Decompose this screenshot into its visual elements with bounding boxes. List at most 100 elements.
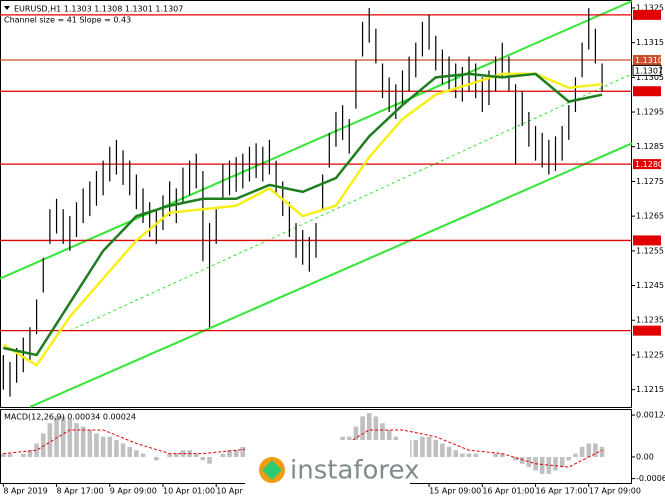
y-tick-label: 1.1245 <box>636 281 664 290</box>
level-label-box <box>633 325 661 336</box>
y-tick-label: 0.00124 <box>636 411 665 420</box>
x-tick-label: 8 Apr 17:00 <box>57 487 104 496</box>
macd-bar <box>519 456 525 464</box>
macd-bar <box>526 456 532 468</box>
macd-bar <box>466 453 472 457</box>
level-label: 1.1310 <box>635 56 663 65</box>
macd-bar <box>227 450 232 457</box>
macd-bar <box>80 426 86 457</box>
y-tick-label: 1.1215 <box>636 385 664 394</box>
symbol-arrow <box>4 6 10 10</box>
macd-bar <box>7 453 13 457</box>
x-tick-label: 16 Apr 01:00 <box>482 487 534 496</box>
macd-bar <box>440 443 445 457</box>
macd-bar <box>599 446 605 457</box>
macd-bar <box>140 453 146 457</box>
macd-bar <box>513 456 518 461</box>
macd-bar <box>200 456 206 461</box>
macd-bar <box>559 456 565 468</box>
macd-bar <box>473 453 478 457</box>
macd-bar <box>207 456 212 464</box>
macd-bar <box>233 450 239 457</box>
macd-bar <box>134 450 139 457</box>
level-label-box <box>633 86 661 97</box>
y-tick-label: 1.1275 <box>636 177 664 186</box>
x-tick-label: 15 Apr 09:00 <box>429 487 481 496</box>
main-frame <box>0 0 632 408</box>
level-label-box <box>633 54 661 65</box>
y-tick-label: 1.1235 <box>636 316 664 325</box>
y-tick-label: 1.1225 <box>636 350 664 359</box>
macd-bar <box>173 453 179 457</box>
logo-icon-inner <box>262 460 282 480</box>
macd-bar <box>154 456 159 461</box>
y-tick-label: 1.1285 <box>636 142 664 151</box>
macd-bar <box>193 453 199 457</box>
macd-bar <box>460 453 465 457</box>
macd-bar <box>373 416 379 457</box>
macd-bar <box>47 423 53 457</box>
x-tick-label: 10 Apr 17:00 <box>216 487 268 496</box>
y-tick-label: 1.1325 <box>636 3 664 12</box>
macd-bar <box>54 416 59 457</box>
y-tick-label: 0.00 <box>636 452 654 461</box>
macd-bar <box>34 443 39 457</box>
macd-bar <box>87 429 93 457</box>
y-tick-label: 1.1295 <box>636 108 664 117</box>
macd-title: MACD(12,26,9) 0.00034 0.00024 <box>4 413 136 422</box>
chart-subtitle: Channel size = 41 Slope = 0.43 <box>4 16 131 25</box>
last-price-box <box>632 64 662 76</box>
macd-bar <box>499 453 505 457</box>
macd-bar <box>114 440 119 457</box>
y-tick-label: 1.1315 <box>636 38 664 47</box>
macd-bar <box>426 436 432 457</box>
macd-bar <box>40 433 46 457</box>
macd-bar <box>67 419 73 457</box>
level-label-box <box>633 235 661 246</box>
macd-bar <box>360 416 365 457</box>
macd-bar <box>74 423 79 457</box>
macd-bar <box>413 440 419 457</box>
macd-bar <box>579 446 585 457</box>
macd-bar <box>94 433 99 457</box>
macd-bar <box>453 450 459 457</box>
macd-bar <box>107 436 113 457</box>
macd-bar <box>586 443 592 457</box>
logo-text: instaforex <box>290 456 419 486</box>
macd-bar <box>593 443 598 457</box>
macd-bar <box>127 446 133 457</box>
x-tick-label: 9 Apr 09:00 <box>110 487 157 496</box>
macd-bar <box>366 413 372 457</box>
macd-bar <box>446 446 452 457</box>
channel-line <box>69 73 633 332</box>
macd-bar <box>60 416 66 457</box>
macd-bar <box>240 446 246 457</box>
watermark: instaforex <box>245 440 419 499</box>
y-tick-label: 1.1305 <box>636 73 664 82</box>
y-tick-label: 1.1265 <box>636 212 664 221</box>
macd-bar <box>167 453 172 457</box>
channel-line <box>0 0 633 280</box>
y-tick-label: 1.1255 <box>636 246 664 255</box>
macd-bar <box>573 453 578 457</box>
level-label-box <box>633 159 661 170</box>
macd-bar <box>100 436 106 457</box>
last-price-label: 1.1307 <box>635 66 663 75</box>
y-tick-label: -0.00064 <box>636 474 665 483</box>
macd-bar <box>420 436 425 457</box>
x-tick-label: 16 Apr 17:00 <box>536 487 588 496</box>
level-label: 1.1280 <box>635 160 663 169</box>
macd-bar <box>539 456 545 474</box>
macd-bar <box>220 453 226 457</box>
macd-bar <box>553 456 558 471</box>
channel-line <box>29 142 633 408</box>
x-tick-label: 8 Apr 2019 <box>3 487 47 496</box>
moving-average <box>2 72 603 368</box>
x-tick-label: 17 Apr 09:00 <box>589 487 641 496</box>
macd-bar <box>180 450 186 457</box>
chart-title: EURUSD,H1 1.1303 1.1308 1.1301 1.1307 <box>14 5 183 14</box>
macd-bar <box>1 453 6 457</box>
macd-bar <box>27 450 33 457</box>
